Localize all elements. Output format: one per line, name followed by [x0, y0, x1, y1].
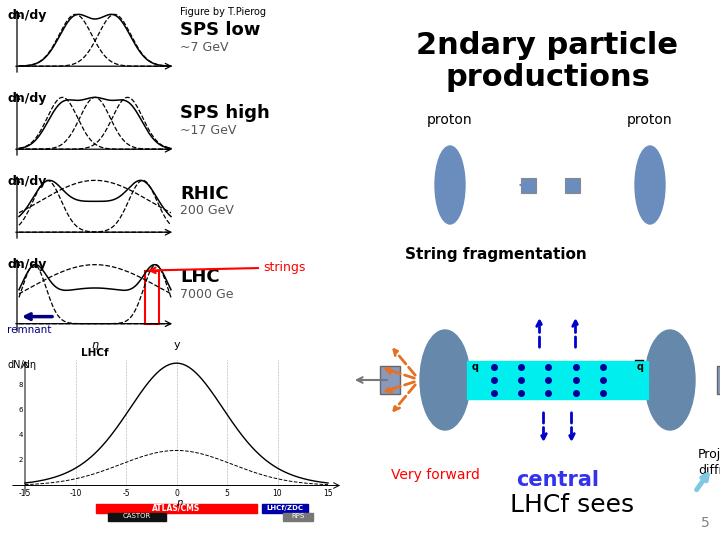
Text: 2: 2	[19, 457, 23, 463]
Ellipse shape	[435, 146, 465, 224]
Bar	[467, 374, 648, 386]
Text: 10: 10	[273, 489, 282, 497]
Text: String fragmentation: String fragmentation	[405, 247, 587, 262]
Text: dn/dy: dn/dy	[7, 258, 46, 271]
FancyBboxPatch shape	[521, 178, 536, 192]
Ellipse shape	[645, 330, 695, 430]
Bar	[145, 271, 159, 323]
Text: q: q	[472, 362, 479, 372]
Text: Projectile
diffraction: Projectile diffraction	[698, 448, 720, 477]
Bar	[467, 361, 648, 373]
Text: 0: 0	[174, 489, 179, 497]
Text: dn/dy: dn/dy	[7, 175, 46, 188]
Text: 7000 Ge: 7000 Ge	[180, 288, 233, 301]
Bar	[282, 512, 313, 521]
Bar	[467, 387, 648, 399]
Text: LHCf: LHCf	[81, 348, 109, 358]
Text: dn/dy: dn/dy	[7, 92, 46, 105]
Text: LHC: LHC	[180, 268, 220, 286]
Text: proton: proton	[427, 113, 473, 127]
Text: -15: -15	[19, 489, 31, 497]
Text: dN/dη: dN/dη	[7, 360, 36, 370]
Ellipse shape	[635, 146, 665, 224]
Text: q: q	[636, 362, 644, 372]
Text: y: y	[174, 340, 180, 350]
Text: RHIC: RHIC	[180, 185, 229, 203]
Text: strings: strings	[263, 261, 305, 274]
Bar	[108, 512, 166, 521]
FancyBboxPatch shape	[717, 366, 720, 394]
Text: $\eta$: $\eta$	[91, 340, 99, 352]
Text: 4: 4	[19, 433, 23, 438]
Text: 5: 5	[701, 516, 710, 530]
Text: SPS high: SPS high	[180, 104, 270, 122]
FancyBboxPatch shape	[564, 178, 580, 192]
Text: RPS: RPS	[291, 514, 305, 519]
Text: productions: productions	[445, 64, 650, 92]
Text: 8: 8	[19, 382, 23, 388]
Text: 2ndary particle: 2ndary particle	[416, 30, 678, 59]
Text: CASTOR: CASTOR	[123, 514, 151, 519]
Text: 5: 5	[225, 489, 230, 497]
Text: -10: -10	[69, 489, 81, 497]
Text: ATLAS/CMS: ATLAS/CMS	[153, 503, 201, 512]
Text: central: central	[516, 470, 599, 490]
Text: ~17 GeV: ~17 GeV	[180, 124, 236, 137]
Ellipse shape	[420, 330, 470, 430]
Bar	[262, 503, 308, 512]
Text: -5: -5	[122, 489, 130, 497]
Text: 200 GeV: 200 GeV	[180, 204, 234, 217]
Text: remnant: remnant	[7, 325, 51, 335]
FancyBboxPatch shape	[380, 366, 400, 394]
Text: Figure by T.Pierog: Figure by T.Pierog	[180, 7, 266, 17]
Bar	[96, 503, 257, 512]
Text: ~7 GeV: ~7 GeV	[180, 41, 228, 54]
Text: dn/dy: dn/dy	[7, 9, 46, 22]
Text: proton: proton	[627, 113, 672, 127]
Text: Very forward: Very forward	[390, 468, 480, 482]
Text: LHCf sees: LHCf sees	[510, 493, 634, 517]
Text: 6: 6	[19, 407, 23, 414]
Text: SPS low: SPS low	[180, 21, 261, 39]
Text: 15: 15	[323, 489, 333, 497]
Text: $\eta$: $\eta$	[176, 497, 184, 510]
Text: LHCf/ZDC: LHCf/ZDC	[266, 505, 304, 511]
